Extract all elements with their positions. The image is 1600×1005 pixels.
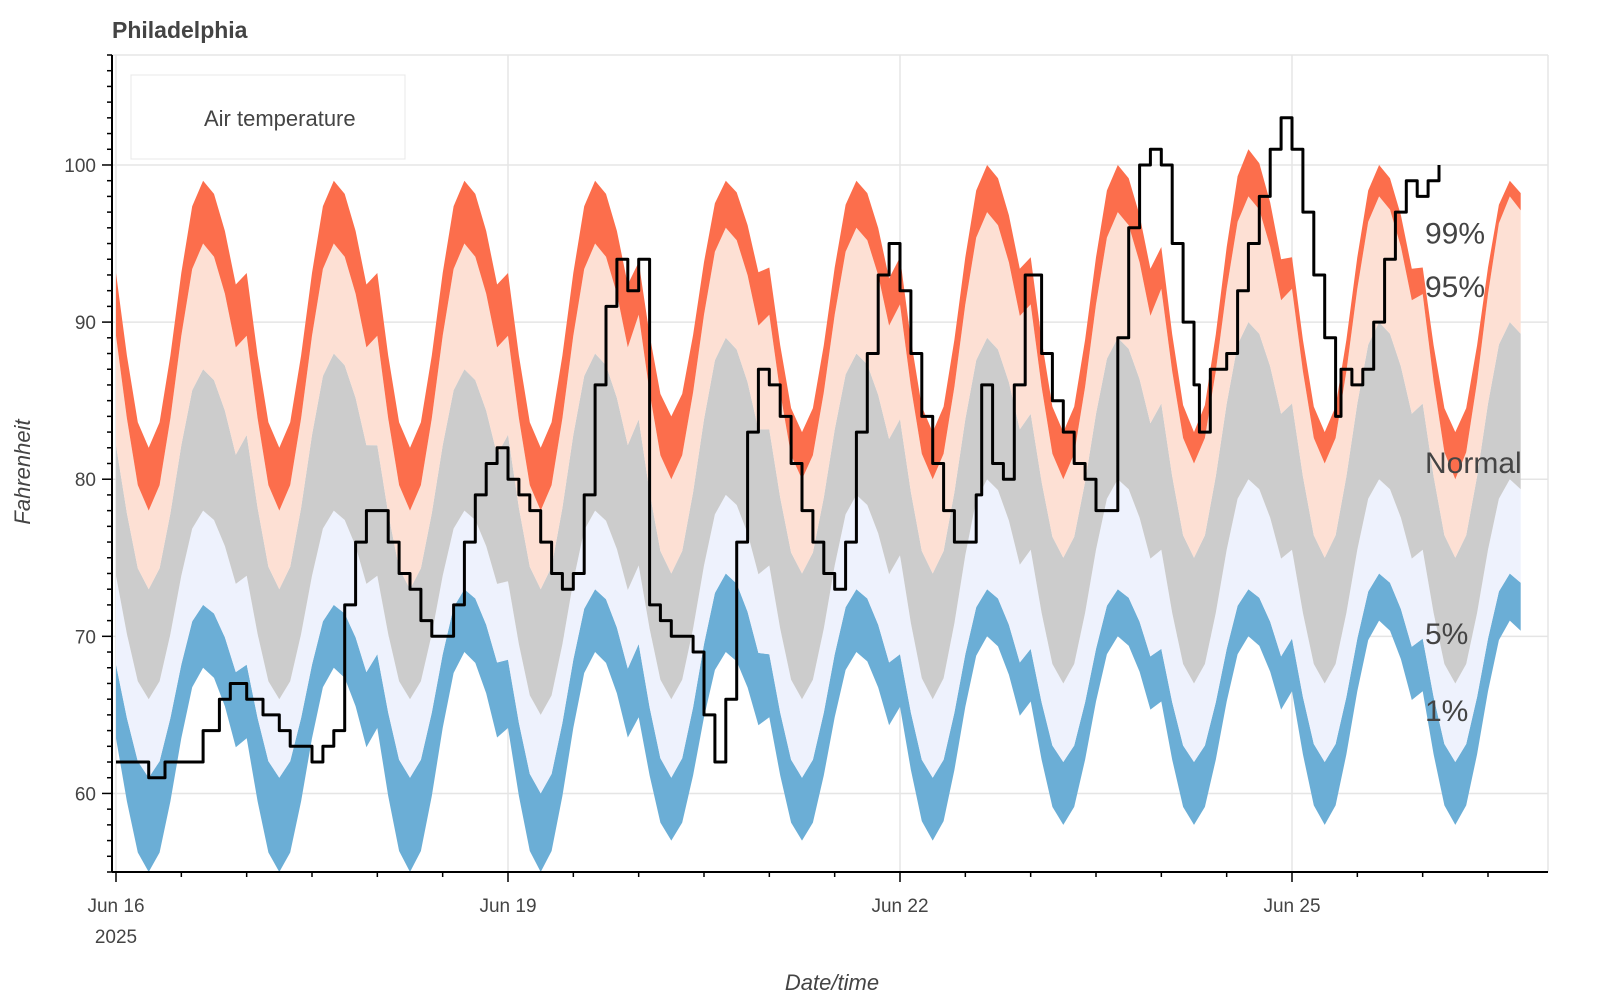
band-labels: 99% 95% Normal 5% 1% — [1425, 218, 1522, 729]
chart-title: Philadelphia — [112, 17, 248, 43]
band-label: Normal — [1425, 447, 1522, 480]
y-tick-label: 80 — [75, 470, 96, 491]
legend-item-air-temperature: Air temperature — [204, 106, 356, 131]
p5-band — [116, 479, 1521, 794]
y-tick-label: 90 — [75, 313, 96, 334]
axes: 60 70 80 90 100 Jun 16 2025 Jun 19 Jun 22 Jun 25 — [64, 54, 1548, 948]
band-label: 99% — [1425, 218, 1485, 251]
x-axis-title: Date/time — [785, 970, 879, 995]
y-axis-title: Fahrenheit — [10, 419, 35, 525]
x-tick-label: Jun 25 — [1263, 896, 1320, 917]
legend: Air temperature — [130, 74, 406, 160]
band-label: 1% — [1425, 695, 1468, 728]
air-temperature-line — [116, 116, 1441, 780]
p99-band — [116, 149, 1521, 511]
p95-band — [116, 196, 1521, 590]
y-tick-label: 100 — [64, 156, 96, 177]
x-tick-label: Jun 19 — [479, 896, 536, 917]
percentile-bands — [116, 149, 1521, 872]
x-tick-label: Jun 16 — [87, 896, 144, 917]
x-tick-label: Jun 22 — [871, 896, 928, 917]
band-label: 5% — [1425, 618, 1468, 651]
legend-box — [130, 74, 406, 160]
temperature-series — [116, 116, 1441, 780]
normal-band — [116, 322, 1521, 715]
p1-band — [116, 573, 1521, 872]
y-tick-label: 70 — [75, 627, 96, 648]
y-tick-label: 60 — [75, 784, 96, 805]
x-tick-sublabel: 2025 — [95, 927, 137, 948]
band-label: 95% — [1425, 271, 1485, 304]
